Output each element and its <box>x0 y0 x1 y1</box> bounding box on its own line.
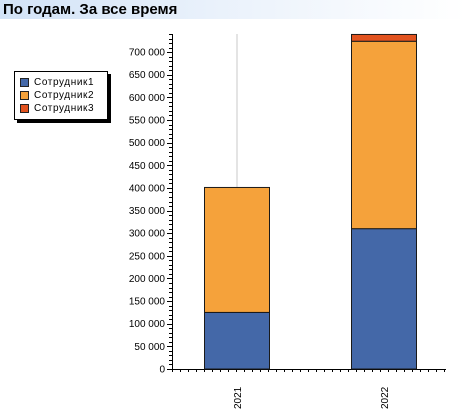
legend-swatch-series-1 <box>20 77 29 87</box>
y-tick-label: 500 000 <box>129 138 166 149</box>
y-tick-label: 0 <box>159 365 165 376</box>
y-tick-label: 550 000 <box>129 116 166 127</box>
y-tick-label: 250 000 <box>129 251 166 262</box>
legend-swatch-series-3 <box>20 103 29 113</box>
y-tick-label: 300 000 <box>129 229 166 240</box>
legend-item: Сотрудник1 <box>20 76 94 88</box>
y-tick-label: 150 000 <box>129 297 166 308</box>
chart-title: По годам. За все время <box>3 1 178 18</box>
x-tick-label: 2021 <box>233 386 244 409</box>
y-tick-label: 700 000 <box>129 48 166 59</box>
x-tick-label: 2022 <box>380 386 391 409</box>
y-tick-label: 350 000 <box>129 206 166 217</box>
y-tick-label: 650 000 <box>129 70 166 81</box>
bar-segment-series-2 <box>204 186 270 313</box>
legend: Сотрудник1 Сотрудник2 Сотрудник3 <box>14 71 108 120</box>
y-tick-label: 400 000 <box>129 183 166 194</box>
bar-segment-series-2 <box>351 40 417 230</box>
y-tick-label: 50 000 <box>134 342 165 353</box>
legend-label-series-3: Сотрудник3 <box>34 102 95 114</box>
y-tick-label: 450 000 <box>129 161 166 172</box>
bar-segment-series-1 <box>204 311 270 370</box>
y-tick-label: 100 000 <box>129 319 166 330</box>
y-tick-label: 600 000 <box>129 93 166 104</box>
bar-segment-series-3 <box>351 33 417 42</box>
chart-header: По годам. За все время <box>0 0 466 19</box>
legend-swatch-series-2 <box>20 90 29 100</box>
legend-label-series-1: Сотрудник1 <box>34 76 95 88</box>
y-tick-label: 200 000 <box>129 274 166 285</box>
legend-label-series-2: Сотрудник2 <box>34 89 95 101</box>
bar-segment-series-1 <box>351 228 417 370</box>
legend-item: Сотрудник2 <box>20 89 94 101</box>
legend-item: Сотрудник3 <box>20 102 94 114</box>
